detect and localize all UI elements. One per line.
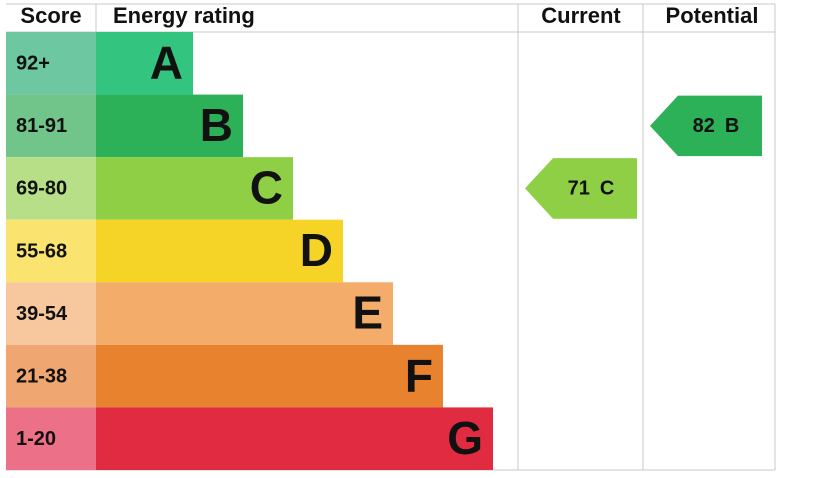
score-label: 81-91 bbox=[16, 115, 67, 137]
score-cell bbox=[6, 219, 96, 283]
score-cell bbox=[6, 32, 96, 95]
header-potential: Potential bbox=[666, 3, 759, 28]
rating-bar bbox=[96, 282, 393, 345]
header-score: Score bbox=[20, 3, 81, 28]
rating-bar bbox=[96, 219, 343, 283]
current-band: C bbox=[600, 178, 614, 200]
potential-score: 82 bbox=[693, 115, 715, 137]
rating-letter: F bbox=[405, 349, 433, 401]
score-cell bbox=[6, 344, 96, 408]
header-current: Current bbox=[541, 3, 621, 28]
rating-bar bbox=[96, 32, 193, 95]
score-label: 21-38 bbox=[16, 365, 67, 387]
score-label: 55-68 bbox=[16, 240, 67, 262]
potential-band: B bbox=[725, 115, 739, 137]
current-label: 71 C bbox=[568, 178, 615, 200]
score-label: 39-54 bbox=[16, 303, 68, 325]
rating-bar bbox=[96, 157, 293, 220]
score-label: 92+ bbox=[16, 53, 50, 75]
potential-label: 82 B bbox=[693, 115, 740, 137]
score-label: 69-80 bbox=[16, 178, 67, 200]
rating-letter: A bbox=[150, 36, 183, 88]
potential-arrow bbox=[650, 95, 762, 157]
score-label: 1-20 bbox=[16, 428, 56, 450]
current-arrow bbox=[525, 158, 637, 219]
rating-letter: C bbox=[250, 162, 283, 214]
rating-bar bbox=[96, 407, 493, 470]
score-cell bbox=[6, 157, 96, 220]
rating-bar bbox=[96, 94, 243, 158]
score-cell bbox=[6, 282, 96, 345]
rating-letter: E bbox=[352, 287, 383, 339]
current-score: 71 bbox=[568, 178, 590, 200]
score-cell bbox=[6, 94, 96, 158]
rating-letter: D bbox=[300, 224, 333, 276]
rating-bar bbox=[96, 344, 443, 408]
rating-letter: B bbox=[200, 99, 233, 151]
score-cell bbox=[6, 407, 96, 470]
header-rating: Energy rating bbox=[113, 3, 255, 28]
rating-letter: G bbox=[447, 412, 483, 464]
